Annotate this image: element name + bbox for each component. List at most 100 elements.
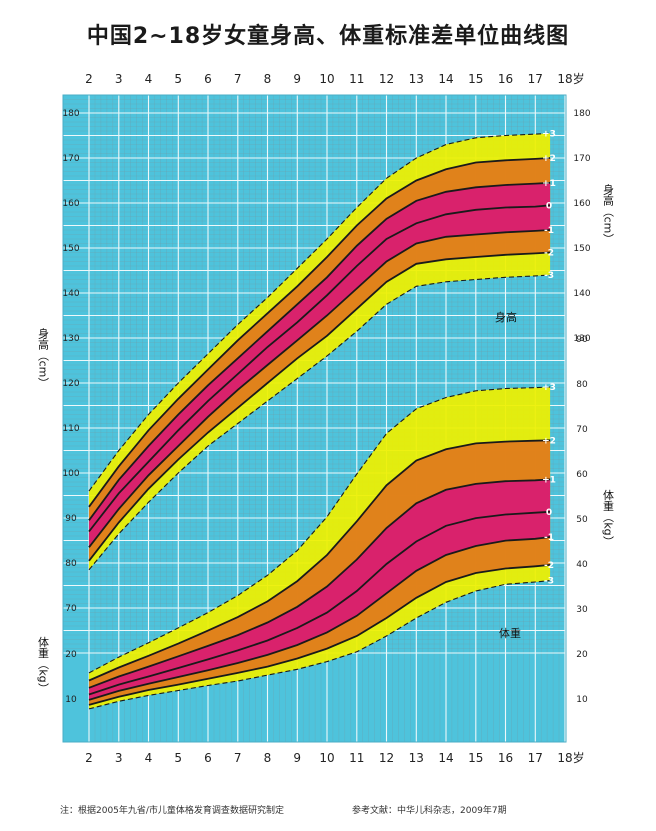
- weight-sd-label: -1: [544, 533, 554, 543]
- x-tick-label-top: 16: [498, 72, 513, 86]
- weight-sd-label: -2: [544, 561, 554, 571]
- weight-curve-plus1: [88, 478, 551, 689]
- height-curve-plus1: [88, 181, 551, 521]
- height-sd-label: -3: [544, 271, 554, 281]
- height-tick-right: 170: [573, 154, 590, 164]
- x-tick-label-top: 10: [319, 72, 334, 86]
- x-tick-label-bottom: 14: [438, 751, 453, 765]
- x-tick-label-bottom: 11: [349, 751, 364, 765]
- x-tick-label-bottom: 2: [85, 751, 93, 765]
- x-tick-label-bottom: 10: [319, 751, 334, 765]
- x-tick-label-top: 3: [115, 72, 123, 86]
- x-tick-label-bottom: 18岁: [557, 750, 584, 765]
- weight-sd-label: +1: [542, 475, 556, 485]
- x-tick-label-top: 12: [379, 72, 394, 86]
- x-tick-label-top: 2: [85, 72, 93, 86]
- height-tick-left: 90: [65, 514, 77, 524]
- weight-curve-plus3: [88, 386, 551, 674]
- height-sd-label: +3: [542, 129, 556, 139]
- height-tick-right: 140: [573, 289, 590, 299]
- footer-note: 注：根据2005年九省/市儿童体格发育调查数据研究制定: [60, 806, 284, 816]
- weight-curve-plus2: [88, 439, 551, 682]
- height-axis-title-right: 身高（cm）: [602, 182, 615, 244]
- weight-tick-right: 90: [576, 335, 588, 345]
- height-section-label: 身高: [495, 310, 517, 324]
- x-tick-label-bottom: 3: [115, 751, 123, 765]
- height-tick-right: 150: [573, 244, 590, 254]
- weight-sd-label: -3: [544, 577, 554, 587]
- x-tick-label-top: 14: [438, 72, 453, 86]
- weight-tick-right: 30: [576, 605, 588, 615]
- x-tick-label-bottom: 9: [293, 751, 301, 765]
- height-band-middle: [89, 158, 551, 561]
- x-tick-label-top: 9: [293, 72, 301, 86]
- height-sd-label: +2: [542, 154, 556, 164]
- x-tick-label-top: 5: [174, 72, 182, 86]
- height-tick-left: 80: [65, 559, 77, 569]
- height-tick-left: 140: [62, 289, 79, 299]
- weight-curve-0: [88, 510, 551, 696]
- x-tick-label-top: 17: [528, 72, 543, 86]
- height-axis-title-left: 身高（cm）: [37, 326, 50, 388]
- height-tick-left: 100: [62, 469, 79, 479]
- weight-curve-minus2: [88, 564, 551, 706]
- height-curve-minus2: [88, 251, 551, 562]
- x-tick-label-top: 6: [204, 72, 212, 86]
- weight-curve-minus1: [88, 536, 551, 701]
- x-tick-label-top: 4: [145, 72, 153, 86]
- weight-tick-right: 70: [576, 425, 588, 435]
- weight-axis-title-right: 体重（kg）: [602, 488, 615, 547]
- page-title: 中国2~18岁女童身高、体重标准差单位曲线图: [86, 24, 570, 49]
- weight-tick-left: 20: [65, 650, 77, 660]
- height-tick-left: 160: [62, 199, 79, 209]
- height-sd-label: -2: [544, 249, 554, 259]
- height-tick-right: 160: [573, 199, 590, 209]
- height-tick-right: 180: [573, 109, 590, 119]
- height-tick-left: 130: [62, 334, 79, 344]
- height-band-inner: [89, 182, 551, 548]
- plot-frame: [62, 94, 567, 743]
- weight-tick-right: 10: [576, 695, 588, 705]
- x-tick-label-top: 13: [409, 72, 424, 86]
- weight-axis-title-left: 体重（kg）: [37, 635, 50, 694]
- x-tick-label-top: 11: [349, 72, 364, 86]
- x-tick-label-bottom: 17: [528, 751, 543, 765]
- weight-tick-right: 80: [576, 380, 588, 390]
- x-tick-label-top: 18岁: [557, 71, 584, 86]
- weight-sd-label: +3: [542, 383, 556, 393]
- height-tick-right: 130: [573, 334, 590, 344]
- x-tick-label-bottom: 5: [174, 751, 182, 765]
- weight-tick-right: 60: [576, 470, 588, 480]
- x-tick-label-bottom: 15: [468, 751, 483, 765]
- height-tick-left: 170: [62, 154, 79, 164]
- x-tick-label-bottom: 13: [409, 751, 424, 765]
- x-tick-label-bottom: 4: [145, 751, 153, 765]
- weight-sd-label: 0: [546, 508, 552, 518]
- height-tick-left: 110: [62, 424, 79, 434]
- weight-sd-label: +2: [542, 436, 556, 446]
- weight-tick-right: 40: [576, 560, 588, 570]
- height-curve-0: [88, 204, 551, 533]
- height-sd-label: +1: [542, 179, 556, 189]
- weight-tick-left: 10: [65, 695, 77, 705]
- x-tick-label-top: 7: [234, 72, 242, 86]
- x-tick-label-bottom: 6: [204, 751, 212, 765]
- height-tick-left: 120: [62, 379, 79, 389]
- height-curve-plus2: [88, 157, 551, 508]
- x-tick-label-top: 8: [264, 72, 272, 86]
- height-curve-minus1: [88, 229, 551, 548]
- weight-tick-right: 20: [576, 650, 588, 660]
- height-curve-minus3: [88, 274, 551, 571]
- weight-curve-minus3: [88, 580, 551, 710]
- x-tick-label-bottom: 16: [498, 751, 513, 765]
- height-sd-label: 0: [546, 201, 552, 211]
- height-tick-left: 70: [65, 604, 77, 614]
- weight-section-label: 体重: [499, 626, 521, 640]
- footer-reference: 参考文献：中华儿科杂志，2009年7期: [352, 806, 507, 816]
- x-tick-label-bottom: 7: [234, 751, 242, 765]
- weight-tick-right: 50: [576, 515, 588, 525]
- x-tick-label-top: 15: [468, 72, 483, 86]
- height-curve-plus3: [88, 132, 551, 492]
- x-tick-label-bottom: 8: [264, 751, 272, 765]
